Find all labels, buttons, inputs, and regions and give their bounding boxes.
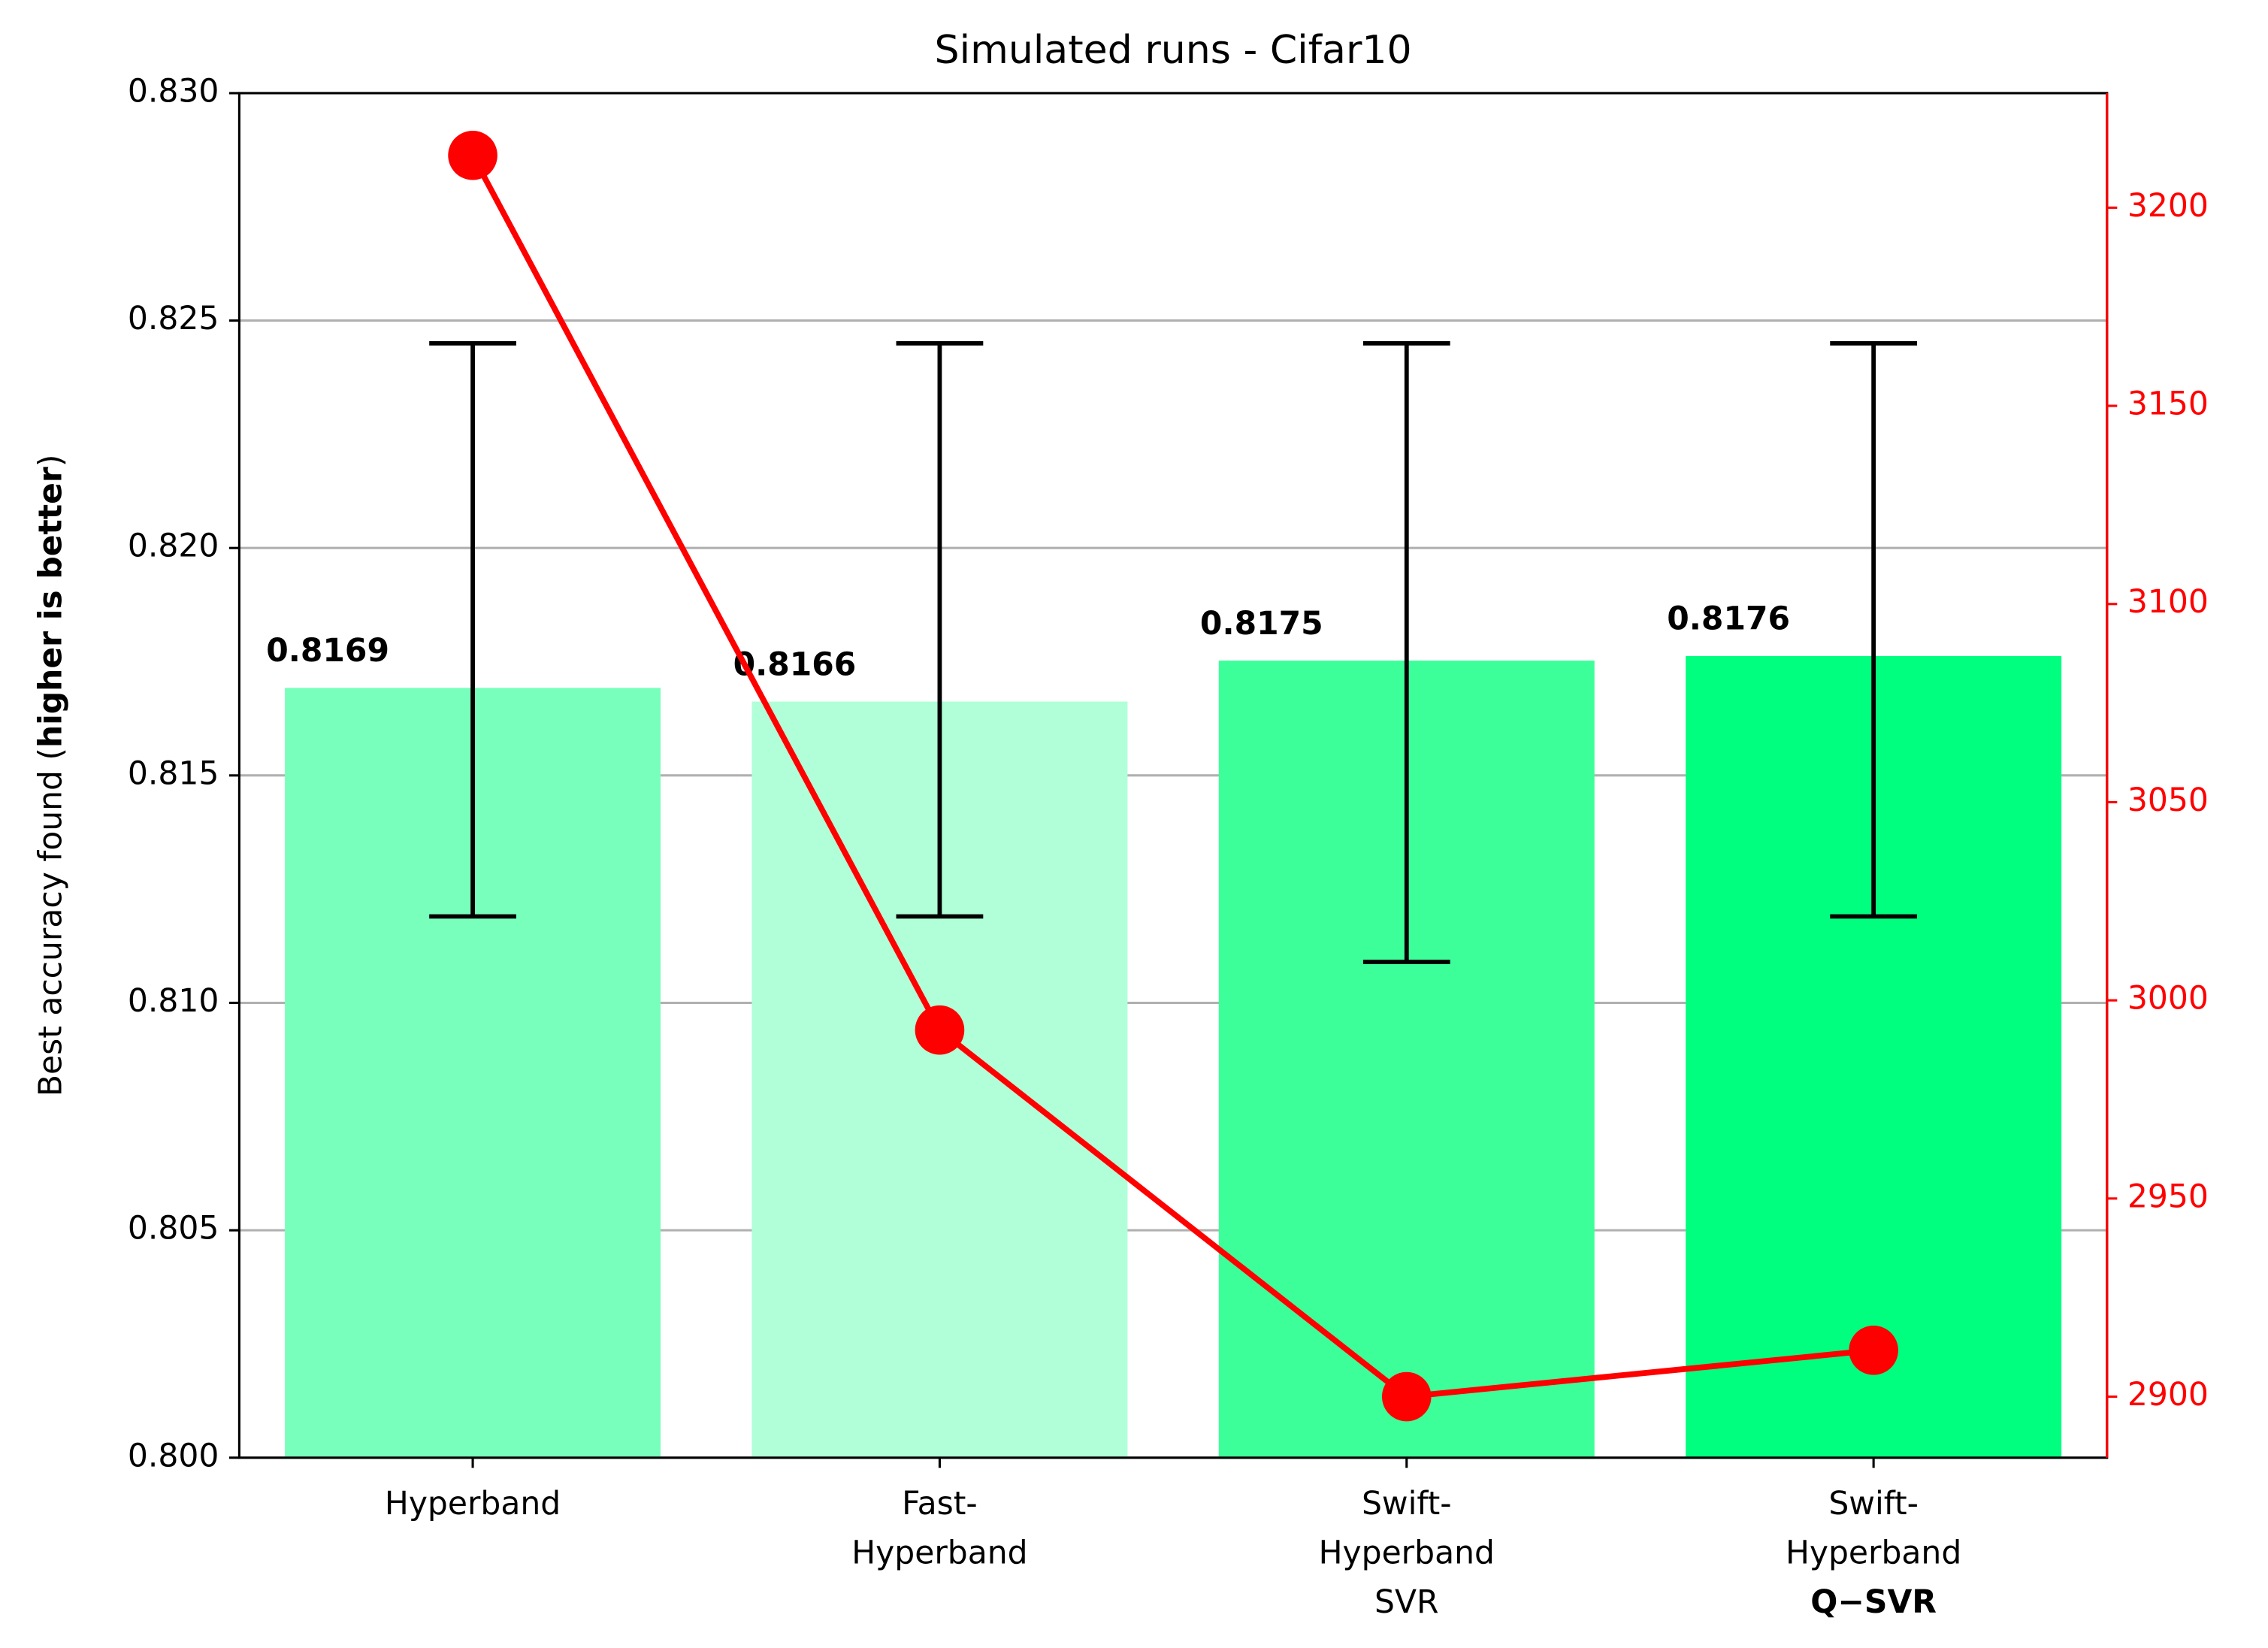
x-tick-label: SVR [1374, 1584, 1438, 1621]
x-tick-label: Hyperband [1786, 1535, 1961, 1572]
line-series [470, 153, 1874, 1400]
line-point [1381, 1371, 1432, 1422]
y2-tick-label: 3050 [2127, 782, 2209, 819]
x-tick-label: Hyperband [1319, 1535, 1495, 1572]
value-label: 0.8175 [1200, 606, 1323, 643]
value-label: 0.8176 [1667, 601, 1790, 638]
value-label: 0.8169 [266, 633, 389, 670]
y-tick-label: 0.815 [128, 755, 219, 792]
y-tick-label: 0.825 [128, 301, 219, 337]
x-tick-label: Swift- [1828, 1486, 1919, 1523]
y-axis-label-part: higher is better [32, 467, 69, 748]
y2-tick-label: 3200 [2127, 188, 2209, 225]
y-axis-label: Best accuracy found (higher is better) [32, 455, 69, 1097]
y-tick-label: 0.830 [128, 73, 219, 110]
x-tick-label: Q−SVR [1810, 1584, 1937, 1621]
y-axis-label-part: ) [32, 455, 69, 467]
line-point [915, 1005, 965, 1055]
y2-tick-label: 3000 [2127, 981, 2209, 1018]
x-tick-label: Hyperband [385, 1486, 561, 1523]
y2-tick-label: 3150 [2127, 386, 2209, 423]
y-tick-label: 0.805 [128, 1211, 219, 1247]
line-point [1849, 1326, 1898, 1375]
y2-tick-label: 2950 [2127, 1178, 2209, 1215]
y-tick-label: 0.800 [128, 1438, 219, 1474]
x-tick-label: Swift- [1362, 1486, 1452, 1523]
y2-tick-label: 2900 [2127, 1377, 2209, 1414]
x-tick-label: Hyperband [851, 1535, 1027, 1572]
chart-title: Simulated runs - Cifar10 [935, 28, 1412, 73]
y-tick-label: 0.810 [128, 983, 219, 1020]
y2-tick-label: 3100 [2127, 584, 2209, 621]
y-tick-label: 0.820 [128, 528, 219, 565]
line-point [448, 130, 497, 180]
x-tick-label: Fast- [902, 1486, 978, 1523]
y-axis-label-part: Best accuracy found ( [32, 748, 69, 1096]
